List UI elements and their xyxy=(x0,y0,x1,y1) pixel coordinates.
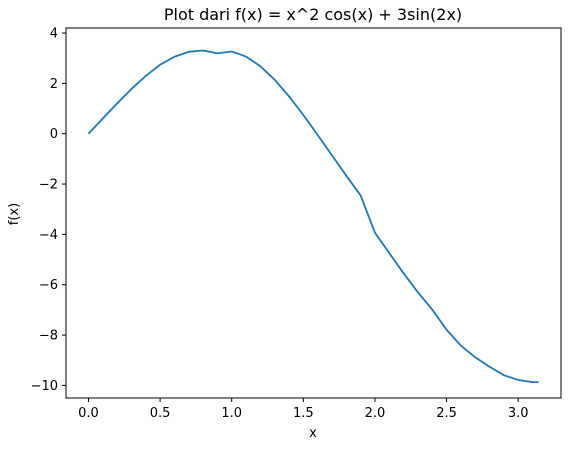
y-tick-label: −8 xyxy=(39,329,58,344)
x-tick-label: 0.0 xyxy=(78,406,99,421)
y-axis-ticks: 4 2 0 −2 −4 −6 −8 −10 xyxy=(31,27,66,394)
plot-area xyxy=(87,49,539,384)
y-axis-label: f(x) xyxy=(7,203,22,225)
axes-frame xyxy=(65,27,562,399)
x-tick-label: 0.5 xyxy=(150,406,171,421)
chart-title: Plot dari f(x) = x^2 cos(x) + 3sin(2x) xyxy=(164,5,462,24)
y-tick-label: 2 xyxy=(50,77,58,92)
x-tick-label: 3.0 xyxy=(508,406,529,421)
y-tick-label: −10 xyxy=(31,379,58,394)
y-tick-label: −6 xyxy=(39,278,58,293)
x-axis-label: x xyxy=(309,426,317,441)
series-line xyxy=(87,49,539,384)
x-tick-label: 2.5 xyxy=(436,406,457,421)
x-tick-label: 1.5 xyxy=(293,406,314,421)
y-tick-label: 4 xyxy=(50,27,58,42)
x-axis-ticks: 0.0 0.5 1.0 1.5 2.0 2.5 3.0 xyxy=(78,398,529,421)
y-tick-label: 0 xyxy=(50,127,58,142)
x-tick-label: 2.0 xyxy=(365,406,386,421)
y-tick-label: −2 xyxy=(39,178,58,193)
y-tick-label: −4 xyxy=(39,228,58,243)
x-tick-label: 1.0 xyxy=(221,406,242,421)
